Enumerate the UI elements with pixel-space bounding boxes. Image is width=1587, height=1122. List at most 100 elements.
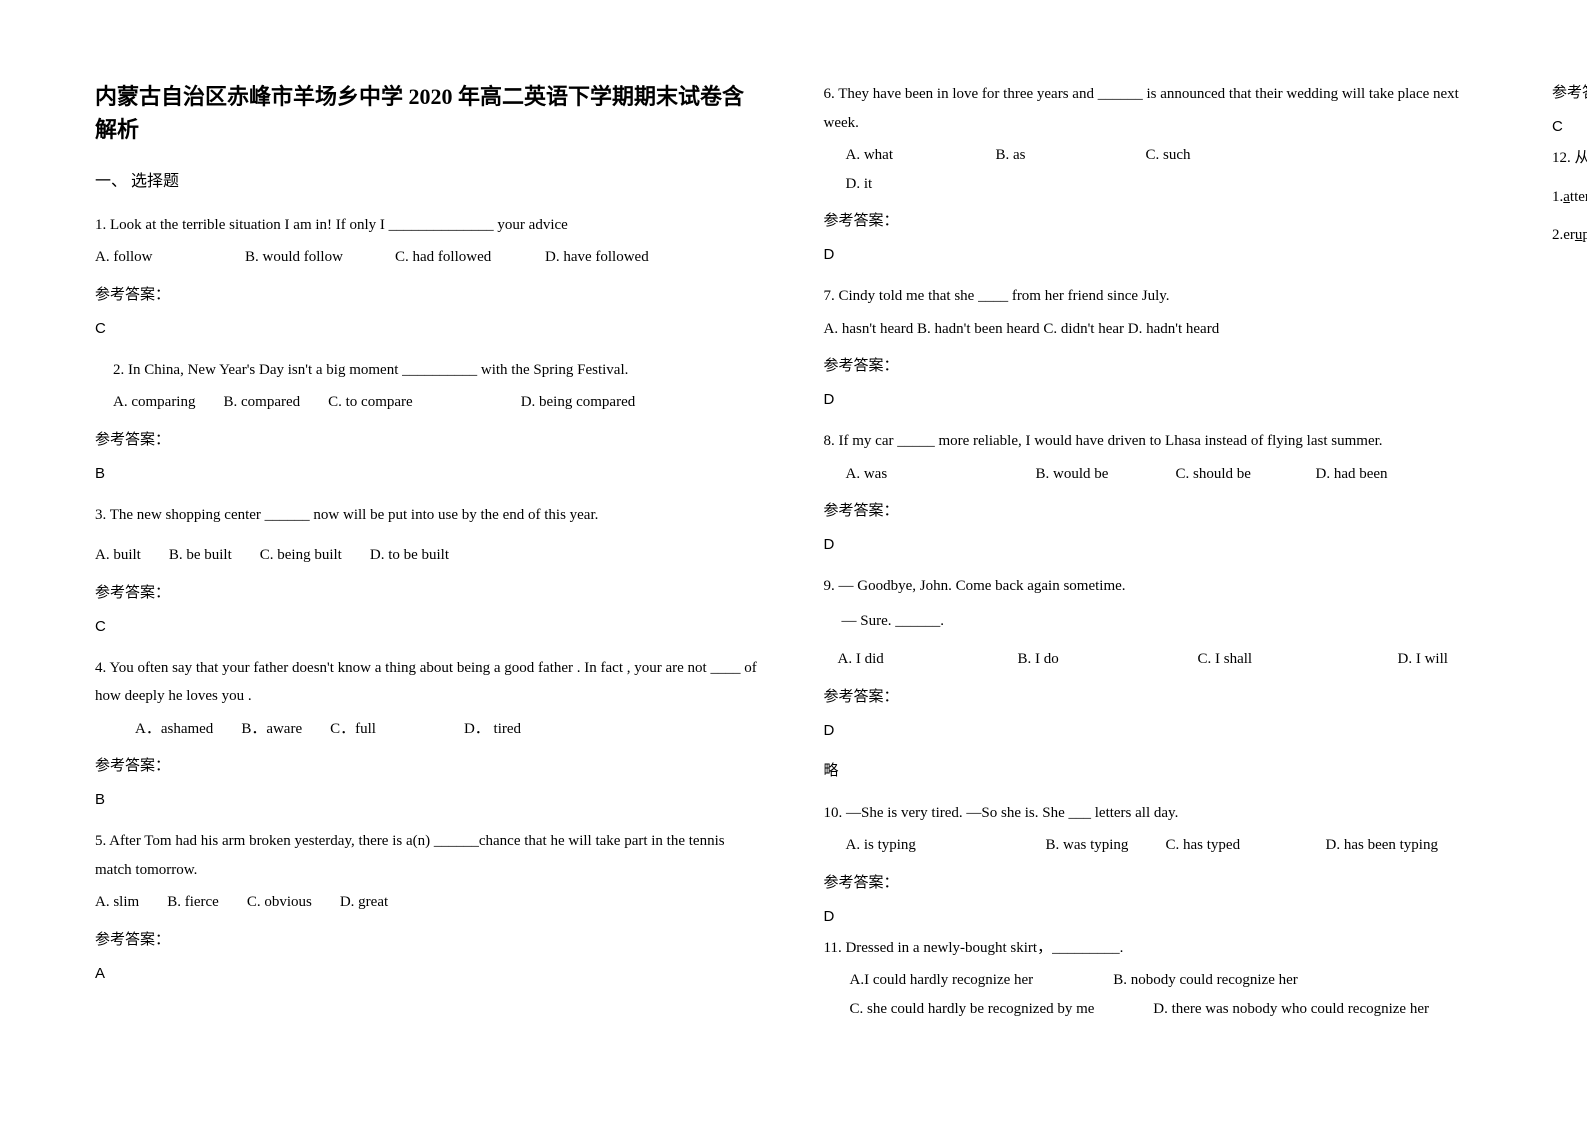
q2-options: A. comparing B. compared C. to compare D… [95, 388, 764, 417]
q5-stem: 5. After Tom had his arm broken yesterda… [95, 827, 764, 884]
q8-opt-d: D. had been [1316, 460, 1388, 489]
question-7: 7. Cindy told me that she ____ from her … [824, 282, 1493, 343]
q9-opt-a: A. I did [838, 645, 1018, 674]
question-4: 4. You often say that your father doesn'… [95, 654, 764, 744]
q12-r2-word: 2.erupt [1552, 221, 1587, 250]
q7-options: A. hasn't heard B. hadn't been heard C. … [824, 315, 1493, 344]
q5-answer: A [95, 960, 764, 987]
q3-answer: C [95, 613, 764, 640]
q6-opt-a: A. what [846, 141, 996, 170]
q10-opt-c: C. has typed [1166, 831, 1326, 860]
q7-answer-label: 参考答案： [824, 353, 1493, 380]
q7-stem: 7. Cindy told me that she ____ from her … [824, 282, 1493, 311]
q5-opt-c: C. obvious [247, 888, 340, 917]
q2-opt-a: A. comparing [113, 388, 223, 417]
q2-opt-d: D. being compared [441, 388, 664, 417]
question-2: 2. In China, New Year's Day isn't a big … [95, 356, 764, 417]
q11-opt-c: C. she could hardly be recognized by me [850, 995, 1150, 1024]
section-heading-1: 一、 选择题 [95, 168, 764, 197]
q4-answer: B [95, 786, 764, 813]
q5-options: A. slim B. fierce C. obvious D. great [95, 888, 764, 917]
q9-opt-b: B. I do [1018, 645, 1198, 674]
q4-opt-a: A．ashamed [135, 715, 241, 744]
q8-opt-c: C. should be [1176, 460, 1316, 489]
q6-opt-b: B. as [996, 141, 1146, 170]
q10-stem: 10. —She is very tired. —So she is. She … [824, 799, 1493, 828]
q6-answer-label: 参考答案： [824, 208, 1493, 235]
q2-opt-c: C. to compare [328, 388, 441, 417]
q11-answer: C [1552, 113, 1587, 140]
q8-stem: 8. If my car _____ more reliable, I woul… [824, 427, 1493, 456]
q6-stem: 6. They have been in love for three year… [824, 80, 1493, 137]
document-title: 内蒙古自治区赤峰市羊场乡中学 2020 年高二英语下学期期末试卷含解析 [95, 80, 764, 146]
q1-opt-a: A. follow [95, 243, 245, 272]
q4-stem: 4. You often say that your father doesn'… [95, 654, 764, 711]
q3-answer-label: 参考答案： [95, 580, 764, 607]
q12-row-1: 1.attempt A abstract B gallery C ashamed… [1552, 183, 1587, 212]
q4-answer-label: 参考答案： [95, 753, 764, 780]
q9-answer-label: 参考答案： [824, 684, 1493, 711]
q11-stem: 11. Dressed in a newly-bought skirt，____… [824, 934, 1493, 963]
q8-options: A. was B. would be C. should be D. had b… [824, 460, 1493, 489]
q4-opt-d: D． tired [404, 715, 549, 744]
q6-opt-d: D. it [846, 170, 996, 199]
q8-opt-a: A. was [846, 460, 1036, 489]
q8-opt-b: B. would be [1036, 460, 1176, 489]
q3-opt-b: B. be built [169, 541, 260, 570]
q6-options: A. what B. as C. such D. it [824, 141, 1493, 198]
q8-answer-label: 参考答案： [824, 498, 1493, 525]
q9-opt-d: D. I will [1398, 645, 1448, 674]
q11-opt-d: D. there was nobody who could recognize … [1153, 1001, 1429, 1017]
q11-opt-b: B. nobody could recognize her [1113, 972, 1298, 988]
question-5: 5. After Tom had his arm broken yesterda… [95, 827, 764, 917]
q9-stem2: — Sure. ______. [824, 607, 1493, 636]
q1-stem: 1. Look at the terrible situation I am i… [95, 211, 764, 240]
q10-opt-d: D. has been typing [1326, 831, 1438, 860]
q3-stem: 3. The new shopping center ______ now wi… [95, 501, 764, 530]
q6-answer: D [824, 241, 1493, 268]
question-10: 10. —She is very tired. —So she is. She … [824, 799, 1493, 860]
q2-opt-b: B. compared [223, 388, 328, 417]
q1-options: A. follow B. would follow C. had followe… [95, 243, 764, 272]
q3-opt-a: A. built [95, 541, 169, 570]
q9-options: A. I did B. I do C. I shall D. I will [824, 645, 1493, 674]
question-9: 9. — Goodbye, John. Come back again some… [824, 572, 1493, 674]
q1-answer-label: 参考答案： [95, 282, 764, 309]
q10-options: A. is typing B. was typing C. has typed … [824, 831, 1493, 860]
q11-options: A.I could hardly recognize her B. nobody… [824, 966, 1493, 1023]
q4-opt-b: B．aware [241, 715, 330, 744]
question-12: 12. 从每小题的 A、B、C、D 四个选项中，找出其划线部分与所给单词的划线部… [1552, 144, 1587, 250]
q11-answer-label: 参考答案： [1552, 80, 1587, 107]
q5-opt-a: A. slim [95, 888, 167, 917]
q5-opt-d: D. great [340, 888, 416, 917]
q2-stem: 2. In China, New Year's Day isn't a big … [95, 356, 764, 385]
q5-opt-b: B. fierce [167, 888, 247, 917]
q12-stem: 12. 从每小题的 A、B、C、D 四个选项中，找出其划线部分与所给单词的划线部… [1552, 144, 1587, 173]
q2-answer: B [95, 460, 764, 487]
q10-answer-label: 参考答案： [824, 870, 1493, 897]
q11-opt-a: A.I could hardly recognize her [850, 966, 1110, 995]
q1-opt-d: D. have followed [545, 243, 695, 272]
q12-row-2: 2.erupt A sculpture B superb C ridiculou… [1552, 221, 1587, 250]
q1-opt-c: C. had followed [395, 243, 545, 272]
q10-answer: D [824, 903, 1493, 930]
q2-answer-label: 参考答案： [95, 427, 764, 454]
q6-opt-c: C. such [1146, 141, 1346, 170]
q9-omitted: 略 [824, 758, 1493, 785]
q4-opt-c: C．full [330, 715, 404, 744]
question-6: 6. They have been in love for three year… [824, 80, 1493, 198]
q10-opt-b: B. was typing [1046, 831, 1166, 860]
q12-r1-word: 1.attempt [1552, 183, 1587, 212]
q9-opt-c: C. I shall [1198, 645, 1398, 674]
q1-answer: C [95, 315, 764, 342]
q3-options: A. built B. be built C. being built D. t… [95, 541, 764, 570]
question-1: 1. Look at the terrible situation I am i… [95, 211, 764, 272]
q1-opt-b: B. would follow [245, 243, 395, 272]
q10-opt-a: A. is typing [846, 831, 1046, 860]
question-11: 11. Dressed in a newly-bought skirt，____… [824, 934, 1493, 1024]
question-8: 8. If my car _____ more reliable, I woul… [824, 427, 1493, 488]
q3-opt-d: D. to be built [370, 541, 477, 570]
q9-answer: D [824, 717, 1493, 744]
question-3: 3. The new shopping center ______ now wi… [95, 501, 764, 570]
q3-opt-c: C. being built [260, 541, 370, 570]
